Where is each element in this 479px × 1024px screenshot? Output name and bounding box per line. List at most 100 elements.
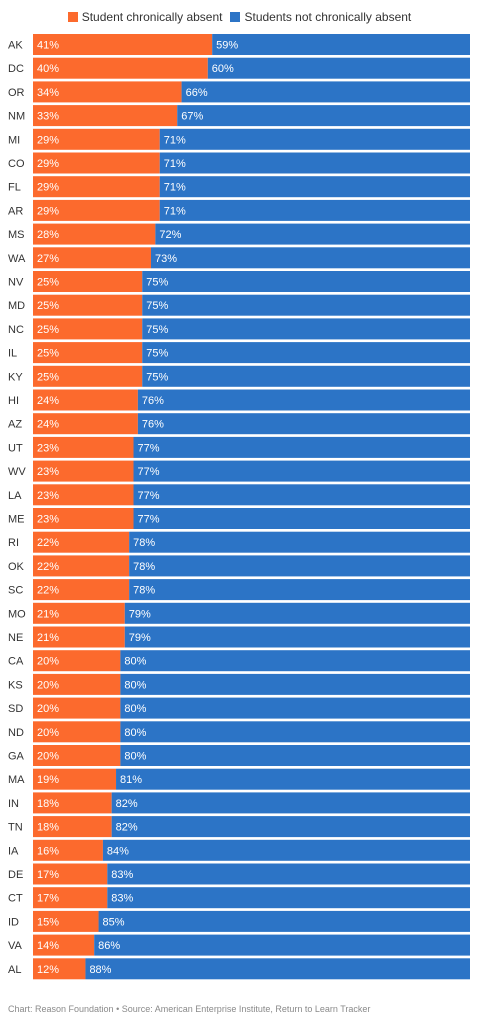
data-label-absent-ky: 25% bbox=[37, 371, 59, 383]
bar-absent-or bbox=[33, 81, 182, 103]
data-label-not-absent-me: 77% bbox=[138, 514, 160, 526]
data-label-absent-ia: 16% bbox=[37, 845, 59, 857]
bar-not-absent-wa bbox=[150, 247, 471, 269]
data-label-not-absent-sd: 80% bbox=[124, 703, 146, 715]
category-label-ks: KS bbox=[8, 679, 23, 691]
category-label-ga: GA bbox=[8, 751, 25, 763]
data-label-not-absent-id: 85% bbox=[103, 916, 125, 928]
data-label-absent-de: 17% bbox=[37, 869, 59, 881]
category-label-wa: WA bbox=[8, 253, 26, 265]
data-label-absent-sd: 20% bbox=[37, 703, 59, 715]
category-label-ia: IA bbox=[8, 845, 19, 857]
category-label-va: VA bbox=[8, 940, 23, 952]
bar-not-absent-or bbox=[181, 81, 470, 103]
chart-credit: Chart: Reason Foundation bbox=[8, 1004, 114, 1014]
category-label-mo: MO bbox=[8, 608, 26, 620]
category-label-me: ME bbox=[8, 514, 25, 526]
data-label-absent-or: 34% bbox=[37, 87, 59, 99]
data-label-not-absent-dc: 60% bbox=[212, 63, 234, 75]
bar-not-absent-sc bbox=[129, 579, 470, 601]
bar-absent-ak bbox=[33, 34, 213, 55]
data-label-absent-ct: 17% bbox=[37, 893, 59, 905]
bar-absent-nd bbox=[33, 721, 121, 743]
bar-absent-in bbox=[33, 792, 112, 814]
data-label-not-absent-ma: 81% bbox=[120, 774, 142, 786]
bar-absent-me bbox=[33, 508, 134, 529]
data-label-absent-ga: 20% bbox=[37, 751, 59, 763]
category-label-ky: KY bbox=[8, 371, 23, 383]
bar-not-absent-co bbox=[159, 152, 471, 174]
data-label-absent-dc: 40% bbox=[37, 63, 59, 75]
bar-absent-wa bbox=[33, 247, 151, 269]
data-label-not-absent-nc: 75% bbox=[146, 324, 168, 336]
footer-separator: • bbox=[116, 1004, 120, 1014]
data-label-absent-hi: 24% bbox=[37, 395, 59, 407]
data-label-not-absent-ak: 59% bbox=[216, 40, 238, 52]
bar-not-absent-la bbox=[133, 484, 470, 506]
bar-absent-co bbox=[33, 152, 160, 174]
bar-absent-ks bbox=[33, 673, 121, 695]
data-label-not-absent-ct: 83% bbox=[111, 893, 133, 905]
bar-absent-mi bbox=[33, 128, 160, 150]
data-label-absent-nd: 20% bbox=[37, 727, 59, 739]
category-label-md: MD bbox=[8, 300, 25, 312]
category-label-nv: NV bbox=[8, 277, 24, 289]
data-label-not-absent-ms: 72% bbox=[159, 229, 181, 241]
bar-not-absent-ne bbox=[124, 626, 471, 648]
bar-not-absent-ky bbox=[142, 365, 470, 387]
data-label-absent-va: 14% bbox=[37, 940, 59, 952]
data-label-not-absent-ri: 78% bbox=[133, 537, 155, 549]
bar-absent-ia bbox=[33, 839, 103, 861]
category-label-nc: NC bbox=[8, 324, 24, 336]
category-label-ak: AK bbox=[8, 40, 23, 52]
bar-not-absent-il bbox=[142, 342, 470, 364]
bar-absent-nv bbox=[33, 271, 143, 292]
legend-item-absent: Student chronically absent bbox=[67, 10, 222, 24]
category-label-al: AL bbox=[8, 964, 21, 976]
data-label-absent-wa: 27% bbox=[37, 253, 59, 265]
chart-legend: Student chronically absent Students not … bbox=[0, 8, 479, 26]
data-label-not-absent-mo: 79% bbox=[129, 608, 151, 620]
data-label-not-absent-ia: 84% bbox=[107, 845, 129, 857]
category-label-nd: ND bbox=[8, 727, 24, 739]
bar-absent-va bbox=[33, 934, 95, 956]
bar-not-absent-id bbox=[98, 910, 471, 932]
bar-not-absent-mo bbox=[124, 602, 471, 624]
data-label-absent-fl: 29% bbox=[37, 182, 59, 194]
data-label-absent-ri: 22% bbox=[37, 537, 59, 549]
category-label-ca: CA bbox=[8, 656, 24, 668]
bar-absent-la bbox=[33, 484, 134, 506]
category-label-sc: SC bbox=[8, 585, 23, 597]
data-label-absent-in: 18% bbox=[37, 798, 59, 810]
data-label-not-absent-ne: 79% bbox=[129, 632, 151, 644]
bar-absent-ne bbox=[33, 626, 125, 648]
data-label-absent-co: 29% bbox=[37, 158, 59, 170]
category-label-mi: MI bbox=[8, 134, 20, 146]
bar-absent-ky bbox=[33, 365, 143, 387]
data-label-absent-md: 25% bbox=[37, 300, 59, 312]
bar-not-absent-va bbox=[94, 934, 471, 956]
data-label-absent-wv: 23% bbox=[37, 466, 59, 478]
bar-absent-nc bbox=[33, 318, 143, 340]
bar-absent-ca bbox=[33, 650, 121, 672]
data-label-absent-nv: 25% bbox=[37, 277, 59, 289]
bar-absent-il bbox=[33, 342, 143, 364]
stacked-bar-chart: AK 41% 59% DC 40% 60% OR 34% 66% NM 33% 67% MI 29% 71%… bbox=[8, 34, 471, 980]
bar-not-absent-nm bbox=[177, 105, 470, 127]
bar-absent-nm bbox=[33, 105, 178, 127]
bar-not-absent-ms bbox=[155, 223, 471, 245]
bar-absent-ms bbox=[33, 223, 156, 245]
data-label-not-absent-fl: 71% bbox=[164, 182, 186, 194]
data-label-absent-ut: 23% bbox=[37, 442, 59, 454]
category-label-az: AZ bbox=[8, 419, 22, 431]
data-label-absent-la: 23% bbox=[37, 490, 59, 502]
bar-not-absent-me bbox=[133, 508, 470, 529]
data-label-not-absent-md: 75% bbox=[146, 300, 168, 312]
category-label-ms: MS bbox=[8, 229, 25, 241]
bar-not-absent-ak bbox=[212, 34, 471, 55]
data-label-absent-ar: 29% bbox=[37, 205, 59, 217]
bar-not-absent-nv bbox=[142, 271, 470, 292]
data-label-absent-ok: 22% bbox=[37, 561, 59, 573]
bar-not-absent-tn bbox=[111, 816, 470, 838]
data-label-not-absent-in: 82% bbox=[116, 798, 138, 810]
